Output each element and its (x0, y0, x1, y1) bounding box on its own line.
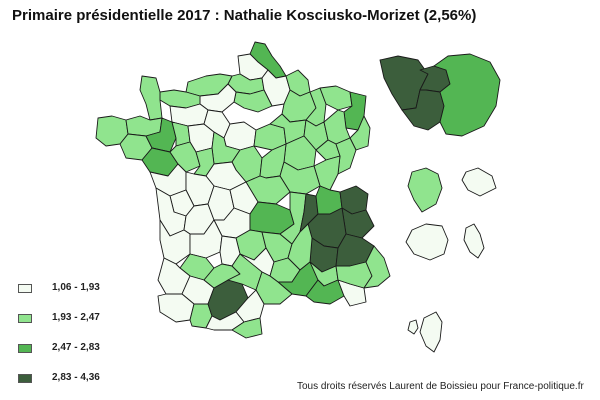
region-outre-mer-reunion (405, 223, 449, 261)
legend-swatch (18, 374, 32, 383)
legend-swatch (18, 314, 32, 323)
legend-item: 2,83 - 4,36 (18, 372, 158, 388)
region-oise (233, 89, 273, 113)
legend-item: 1,93 - 2,47 (18, 312, 158, 328)
region-manche (139, 75, 163, 121)
region-outre-mer-guyane (461, 167, 497, 197)
region-bas-rhin (343, 91, 367, 131)
overseas-territories (405, 167, 497, 335)
legend-swatch (18, 344, 32, 353)
page-title: Primaire présidentielle 2017 : Nathalie … (12, 7, 477, 24)
legend-label: 1,93 - 2,47 (52, 312, 100, 323)
region-herault (255, 271, 293, 305)
region-outre-mer-mayotte (407, 319, 419, 335)
region-pyrenees-orientales (231, 317, 263, 339)
copyright-credit: Tous droits réservés Laurent de Boissieu… (297, 381, 584, 392)
region-alpes-maritimes (363, 245, 391, 289)
legend-item: 1,06 - 1,93 (18, 282, 158, 298)
region-idf-seine-et-marne (433, 53, 501, 137)
region-outre-mer-martinique (463, 223, 485, 259)
legend-item: 2,47 - 2,83 (18, 342, 158, 358)
mainland-france (95, 41, 443, 353)
legend-label: 2,83 - 4,36 (52, 372, 100, 383)
region-corse (419, 311, 443, 353)
region-savoie (341, 207, 375, 239)
region-loiret (223, 121, 257, 151)
legend-label: 1,06 - 1,93 (52, 282, 100, 293)
ile-de-france-inset (379, 53, 501, 137)
region-outre-mer-guadeloupe (407, 167, 443, 213)
legend-label: 2,47 - 2,83 (52, 342, 100, 353)
legend-swatch (18, 284, 32, 293)
